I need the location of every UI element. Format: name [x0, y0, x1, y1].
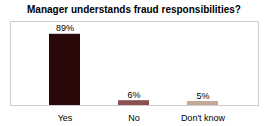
svg-text:5%: 5%	[196, 91, 209, 101]
svg-text:Don't know: Don't know	[181, 113, 226, 123]
svg-text:89%: 89%	[56, 23, 74, 33]
svg-text:No: No	[128, 113, 140, 123]
html-text:Manager understands fraud resp: Manager understands fraud responsibiliti…	[27, 4, 241, 15]
svg-text:Yes: Yes	[58, 113, 73, 123]
svg-text:6%: 6%	[127, 90, 140, 100]
